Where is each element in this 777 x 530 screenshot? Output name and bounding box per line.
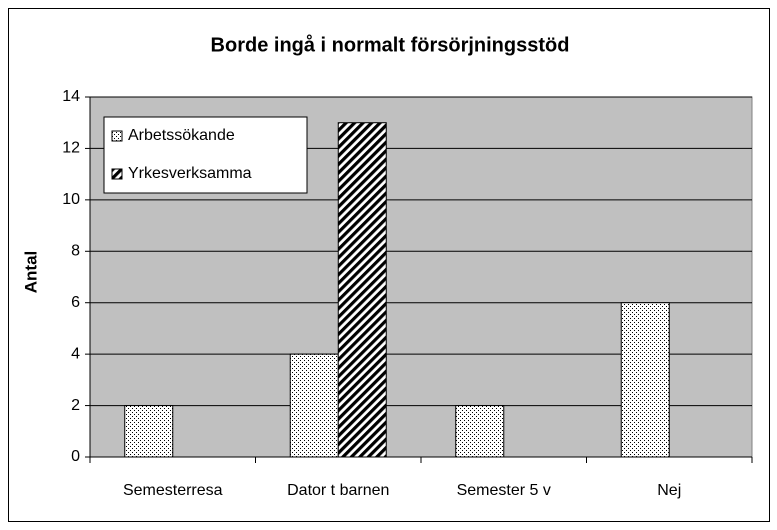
chart-title: Borde ingå i normalt försörjningsstöd — [211, 33, 570, 56]
legend-label: Arbetssökande — [128, 127, 235, 144]
bar — [124, 405, 174, 458]
y-tick-label: 2 — [71, 397, 80, 414]
bar — [620, 302, 670, 458]
x-tick-label: Dator t barnen — [287, 482, 389, 499]
legend-swatch — [111, 168, 123, 180]
legend-swatch — [111, 130, 123, 142]
y-tick-label: 6 — [71, 294, 80, 311]
y-tick-label: 4 — [71, 345, 80, 362]
y-tick-label: 10 — [62, 191, 80, 208]
y-tick-label: 12 — [62, 140, 80, 157]
x-tick-label: Nej — [657, 482, 681, 499]
legend-box — [103, 116, 308, 194]
y-tick-label: 8 — [71, 243, 80, 260]
y-tick-label: 0 — [71, 448, 80, 465]
bar — [455, 405, 505, 458]
y-tick-label: 14 — [62, 88, 80, 105]
bar — [289, 353, 339, 458]
x-tick-label: Semester 5 v — [457, 482, 551, 499]
y-axis-label: Antal — [21, 251, 40, 294]
x-tick-label: Semesterresa — [123, 482, 223, 499]
bar — [337, 122, 387, 458]
legend-label: Yrkesverksamma — [128, 165, 252, 182]
